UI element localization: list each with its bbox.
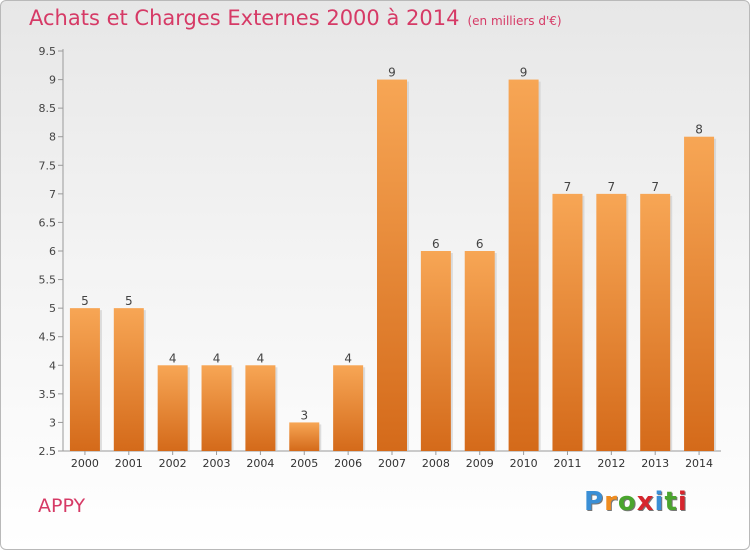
y-tick-label: 4: [49, 359, 56, 372]
x-tick-label: 2001: [115, 457, 143, 470]
data-label: 4: [213, 351, 221, 365]
logo-letter: i: [677, 487, 688, 517]
data-label: 5: [81, 294, 89, 308]
data-label: 3: [300, 408, 308, 422]
data-label: 8: [695, 123, 703, 137]
bar: [508, 79, 539, 452]
bar: [420, 251, 451, 451]
y-tick-label: 8.5: [39, 102, 57, 115]
bar: [464, 251, 495, 451]
y-tick-label: 3: [49, 416, 56, 429]
bar: [69, 308, 100, 451]
y-tick-label: 7: [49, 188, 56, 201]
data-label: 5: [125, 294, 133, 308]
x-tick-label: 2013: [641, 457, 669, 470]
y-tick-label: 4.5: [39, 331, 57, 344]
y-tick-label: 5: [49, 302, 56, 315]
x-tick-label: 2000: [71, 457, 99, 470]
bar: [684, 136, 715, 451]
data-label: 6: [432, 237, 440, 251]
bar: [113, 308, 144, 451]
x-tick-label: 2007: [378, 457, 406, 470]
bar: [377, 79, 407, 452]
x-tick-label: 2012: [597, 457, 625, 470]
x-tick-label: 2009: [466, 457, 494, 470]
data-label: 9: [388, 66, 396, 80]
x-tick-label: 2004: [246, 457, 274, 470]
bar: [201, 365, 232, 451]
data-label: 4: [344, 351, 352, 365]
y-tick-label: 5.5: [39, 274, 57, 287]
data-label: 7: [608, 180, 616, 194]
bar: [245, 365, 276, 451]
x-tick-label: 2006: [334, 457, 362, 470]
y-tick-label: 8: [49, 131, 56, 144]
data-label: 4: [169, 351, 177, 365]
logo-letter: P: [584, 487, 605, 517]
data-label: 6: [476, 237, 484, 251]
data-label: 4: [257, 351, 265, 365]
x-tick-label: 2014: [685, 457, 713, 470]
logo-letter: x: [636, 487, 655, 517]
x-tick-label: 2002: [159, 457, 187, 470]
y-tick-label: 9: [49, 74, 56, 87]
x-tick-label: 2003: [203, 457, 231, 470]
data-label: 7: [651, 180, 659, 194]
logo-letter: r: [604, 487, 618, 517]
bar: [289, 422, 320, 451]
commune-name: APPY: [38, 495, 86, 517]
logo-letter: o: [617, 487, 637, 517]
x-tick-label: 2008: [422, 457, 450, 470]
proxiti-logo: Proxiti: [584, 487, 688, 517]
logo-letter: t: [664, 487, 678, 517]
y-tick-label: 6.5: [39, 216, 57, 229]
bar: [640, 193, 671, 451]
data-label: 9: [520, 66, 528, 80]
chart-title: Achats et Charges Externes 2000 à 2014 (e…: [29, 6, 562, 30]
data-label: 7: [564, 180, 572, 194]
y-tick-label: 9.5: [39, 45, 57, 58]
title-text: Achats et Charges Externes 2000 à 2014: [29, 6, 460, 30]
y-tick-label: 7.5: [39, 159, 57, 172]
y-tick-label: 3.5: [39, 388, 57, 401]
x-tick-label: 2010: [510, 457, 538, 470]
bar: [552, 193, 583, 451]
bar: [157, 365, 188, 451]
bar: [596, 193, 627, 451]
y-tick-label: 6: [49, 245, 56, 258]
x-tick-label: 2005: [290, 457, 318, 470]
bar: [333, 365, 364, 451]
x-tick-label: 2011: [553, 457, 581, 470]
unit-label: (en milliers d'€): [467, 14, 562, 28]
y-tick-label: 2.5: [39, 445, 57, 458]
logo-letter: i: [654, 487, 665, 517]
